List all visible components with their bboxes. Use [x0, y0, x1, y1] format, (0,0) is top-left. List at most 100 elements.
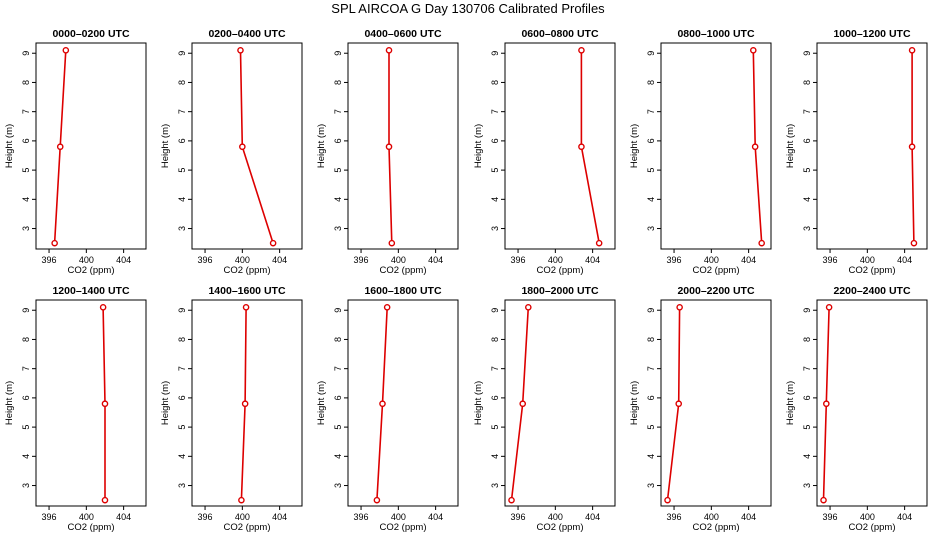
data-point — [388, 239, 396, 247]
y-axis-label: Height (m) — [316, 124, 327, 168]
data-point — [751, 143, 759, 151]
x-tick-label: 396 — [823, 255, 838, 265]
data-point — [101, 496, 109, 504]
profile-panel: 2000–2200 UTC 396 400 404 3 4 5 6 7 8 9 CO2 (ppm) He… — [629, 285, 772, 533]
y-tick-label: 7 — [802, 109, 812, 114]
data-point — [758, 239, 765, 247]
y-tick-label: 4 — [333, 197, 343, 202]
data-point — [56, 143, 64, 151]
panel-title: 1800–2000 UTC — [521, 285, 598, 297]
y-tick-label: 5 — [21, 168, 31, 173]
y-tick-label: 3 — [177, 226, 187, 231]
data-point — [241, 400, 249, 408]
y-tick-label: 4 — [490, 197, 500, 202]
y-tick-label: 8 — [802, 337, 812, 342]
panel-title: 0200–0400 UTC — [208, 28, 285, 40]
y-tick-label: 8 — [177, 80, 187, 85]
y-tick-label: 5 — [333, 168, 343, 173]
y-tick-label: 7 — [333, 366, 343, 371]
x-tick-label: 400 — [704, 255, 719, 265]
x-tick-label: 404 — [428, 255, 443, 265]
y-tick-label: 7 — [177, 366, 187, 371]
x-tick-label: 396 — [354, 255, 369, 265]
x-tick-label: 396 — [511, 512, 526, 522]
x-tick-label: 396 — [42, 512, 57, 522]
x-tick-label: 400 — [548, 512, 563, 522]
data-point — [595, 239, 603, 247]
x-axis-label: CO2 (ppm) — [849, 522, 896, 533]
y-tick-label: 4 — [177, 454, 187, 459]
panel-title: 0000–0200 UTC — [52, 28, 129, 40]
x-tick-label: 400 — [235, 512, 250, 522]
data-point — [749, 47, 757, 54]
profile-panel: 1800–2000 UTC 396 400 404 3 4 5 6 7 8 9 CO2 (ppm) He… — [473, 285, 616, 533]
y-tick-label: 3 — [177, 483, 187, 488]
y-tick-label: 4 — [333, 454, 343, 459]
profile-panel: 0400–0600 UTC 396 400 404 3 4 5 6 7 8 9 CO2 (ppm) He… — [316, 28, 459, 276]
y-tick-label: 8 — [802, 80, 812, 85]
y-tick-label: 4 — [177, 197, 187, 202]
y-axis-label: Height (m) — [785, 124, 796, 168]
data-point — [237, 47, 244, 54]
plot-frame — [660, 42, 772, 250]
y-tick-label: 9 — [333, 51, 343, 56]
y-tick-label: 7 — [490, 109, 500, 114]
x-tick-label: 404 — [741, 255, 756, 265]
x-tick-label: 396 — [42, 255, 57, 265]
y-tick-label: 9 — [21, 308, 31, 313]
y-tick-label: 7 — [646, 366, 656, 371]
y-tick-label: 8 — [490, 80, 500, 85]
y-tick-label: 6 — [490, 138, 500, 143]
data-point — [578, 47, 585, 54]
y-tick-label: 3 — [333, 483, 343, 488]
data-point — [676, 304, 683, 311]
panel-title: 1600–1800 UTC — [364, 285, 441, 297]
y-tick-label: 4 — [490, 454, 500, 459]
data-point — [379, 400, 386, 408]
y-tick-label: 3 — [21, 226, 31, 231]
y-tick-label: 5 — [177, 168, 187, 173]
y-tick-label: 5 — [177, 425, 187, 430]
y-tick-label: 8 — [333, 337, 343, 342]
y-axis-label: Height (m) — [160, 124, 171, 168]
x-tick-label: 404 — [585, 255, 600, 265]
x-tick-label: 400 — [235, 255, 250, 265]
y-tick-label: 5 — [490, 168, 500, 173]
x-tick-label: 396 — [667, 255, 682, 265]
profile-panel: 1400–1600 UTC 396 400 404 3 4 5 6 7 8 9 CO2 (ppm) He… — [160, 285, 303, 533]
y-tick-label: 7 — [21, 366, 31, 371]
y-axis-label: Height (m) — [4, 124, 15, 168]
plot-frame — [191, 42, 303, 250]
data-point — [578, 143, 585, 151]
y-tick-label: 8 — [490, 337, 500, 342]
plot-frame — [816, 299, 928, 507]
profile-panel: 1600–1800 UTC 396 400 404 3 4 5 6 7 8 9 CO2 (ppm) He… — [316, 285, 459, 533]
y-axis-label: Height (m) — [629, 124, 640, 168]
panel-title: 0800–1000 UTC — [677, 28, 754, 40]
x-tick-label: 400 — [704, 512, 719, 522]
y-tick-label: 9 — [333, 308, 343, 313]
y-tick-label: 3 — [490, 483, 500, 488]
x-tick-label: 400 — [79, 255, 94, 265]
y-tick-label: 9 — [490, 308, 500, 313]
y-tick-label: 8 — [21, 337, 31, 342]
plot-frame — [35, 299, 147, 507]
data-point — [239, 143, 246, 151]
y-tick-label: 8 — [646, 80, 656, 85]
y-tick-label: 4 — [646, 454, 656, 459]
x-tick-label: 396 — [198, 255, 213, 265]
plot-frame — [816, 42, 928, 250]
plot-frame — [347, 299, 459, 507]
y-tick-label: 5 — [646, 168, 656, 173]
y-tick-label: 9 — [646, 308, 656, 313]
y-tick-label: 6 — [333, 138, 343, 143]
x-axis-label: CO2 (ppm) — [68, 522, 115, 533]
x-tick-label: 400 — [548, 255, 563, 265]
data-point — [519, 400, 527, 408]
x-axis-label: CO2 (ppm) — [224, 522, 271, 533]
data-point — [269, 239, 277, 247]
y-tick-label: 7 — [21, 109, 31, 114]
y-tick-label: 6 — [177, 138, 187, 143]
panel-title: 1400–1600 UTC — [208, 285, 285, 297]
